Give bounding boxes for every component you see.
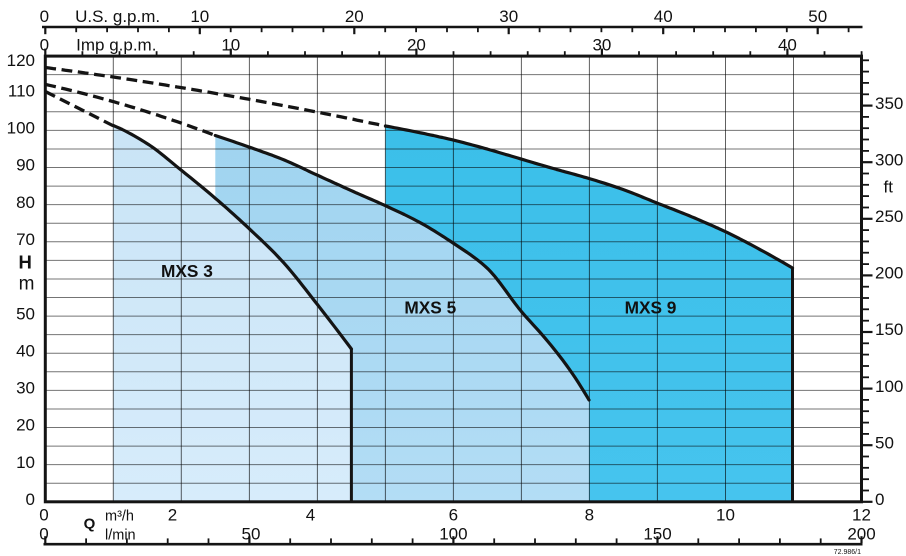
svg-text:H: H [19, 252, 32, 273]
svg-text:2: 2 [168, 506, 177, 525]
svg-text:ft: ft [884, 178, 894, 197]
svg-text:20: 20 [16, 416, 35, 435]
svg-text:0: 0 [39, 506, 48, 525]
svg-text:m: m [19, 274, 35, 295]
svg-text:70: 70 [16, 230, 35, 249]
svg-text:Q: Q [84, 516, 96, 533]
svg-text:4: 4 [306, 506, 315, 525]
svg-text:40: 40 [778, 35, 797, 54]
svg-text:30: 30 [499, 7, 518, 26]
svg-text:30: 30 [592, 35, 611, 54]
svg-text:20: 20 [407, 35, 426, 54]
svg-text:250: 250 [875, 207, 903, 226]
svg-text:MXS 9: MXS 9 [625, 297, 677, 317]
svg-text:350: 350 [875, 94, 903, 113]
svg-text:m³/h: m³/h [105, 509, 134, 525]
svg-text:50: 50 [808, 7, 827, 26]
svg-text:U.S. g.p.m.: U.S. g.p.m. [75, 7, 160, 26]
svg-text:150: 150 [875, 320, 903, 339]
svg-text:40: 40 [16, 341, 35, 360]
svg-text:80: 80 [16, 193, 35, 212]
svg-text:8: 8 [585, 506, 594, 525]
svg-text:20: 20 [345, 7, 364, 26]
svg-text:30: 30 [16, 379, 35, 398]
svg-text:Imp g.p.m.: Imp g.p.m. [76, 35, 156, 54]
svg-text:0: 0 [26, 490, 35, 509]
svg-text:100: 100 [7, 119, 35, 138]
svg-text:50: 50 [16, 304, 35, 323]
svg-text:50: 50 [242, 524, 261, 543]
svg-text:150: 150 [643, 524, 671, 543]
svg-text:10: 10 [221, 35, 240, 54]
svg-text:10: 10 [716, 506, 735, 525]
svg-text:0: 0 [875, 490, 884, 509]
svg-text:6: 6 [449, 506, 458, 525]
svg-text:90: 90 [16, 156, 35, 175]
svg-text:100: 100 [875, 377, 903, 396]
svg-text:l/min: l/min [105, 527, 136, 543]
svg-text:40: 40 [654, 7, 673, 26]
svg-text:12: 12 [852, 506, 871, 525]
svg-text:100: 100 [439, 524, 467, 543]
svg-text:200: 200 [875, 264, 903, 283]
svg-text:72.986/1: 72.986/1 [834, 549, 861, 556]
svg-text:0: 0 [40, 7, 49, 26]
svg-text:MXS 5: MXS 5 [404, 297, 456, 317]
svg-text:200: 200 [847, 524, 875, 543]
svg-text:110: 110 [8, 81, 35, 100]
svg-text:50: 50 [875, 433, 894, 452]
svg-text:MXS 3: MXS 3 [161, 261, 213, 281]
svg-text:300: 300 [875, 150, 903, 169]
svg-text:10: 10 [16, 453, 35, 472]
svg-text:10: 10 [190, 7, 209, 26]
svg-text:120: 120 [7, 51, 35, 70]
svg-text:0: 0 [40, 35, 49, 54]
svg-text:0: 0 [39, 524, 48, 543]
